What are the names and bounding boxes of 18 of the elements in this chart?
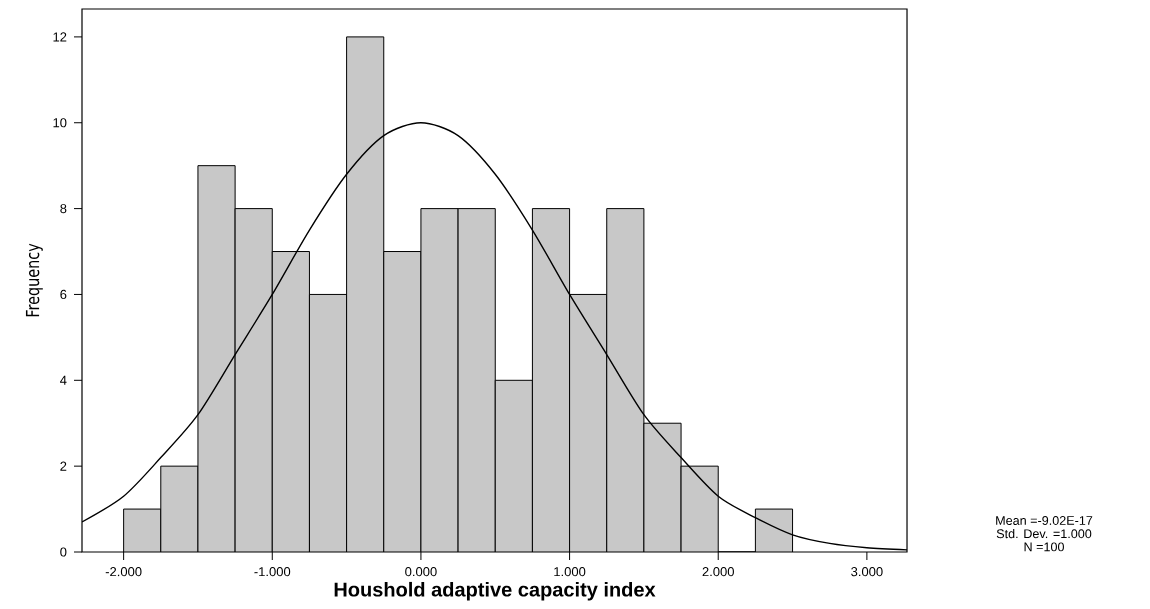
text: Std. Dev. =1.000 xyxy=(996,528,1092,539)
x-tick-label: -2.000 xyxy=(105,567,142,577)
x-tick-label: 3.000 xyxy=(851,567,883,577)
x-axis-title: Houshold adaptive capacity index xyxy=(334,581,656,601)
y-tick-label: 6 xyxy=(60,289,67,300)
y-axis-title: Frequency xyxy=(25,243,43,317)
x-tick-label: -1.000 xyxy=(254,567,291,577)
text: Mean =-9.02E-17 xyxy=(996,516,1093,525)
y-tick-label: 4 xyxy=(60,375,67,385)
text: N =100 xyxy=(1024,542,1064,552)
y-tick-label: 2 xyxy=(60,461,67,471)
y-tick-label: 0 xyxy=(60,547,67,557)
x-tick-label: 2.000 xyxy=(702,567,734,577)
x-tick-label: 1.000 xyxy=(554,567,586,577)
y-tick-label: 12 xyxy=(53,32,67,42)
x-tick-label: 0.000 xyxy=(405,567,437,577)
y-tick-label: 10 xyxy=(53,118,67,128)
y-tick-label: 8 xyxy=(60,204,67,214)
